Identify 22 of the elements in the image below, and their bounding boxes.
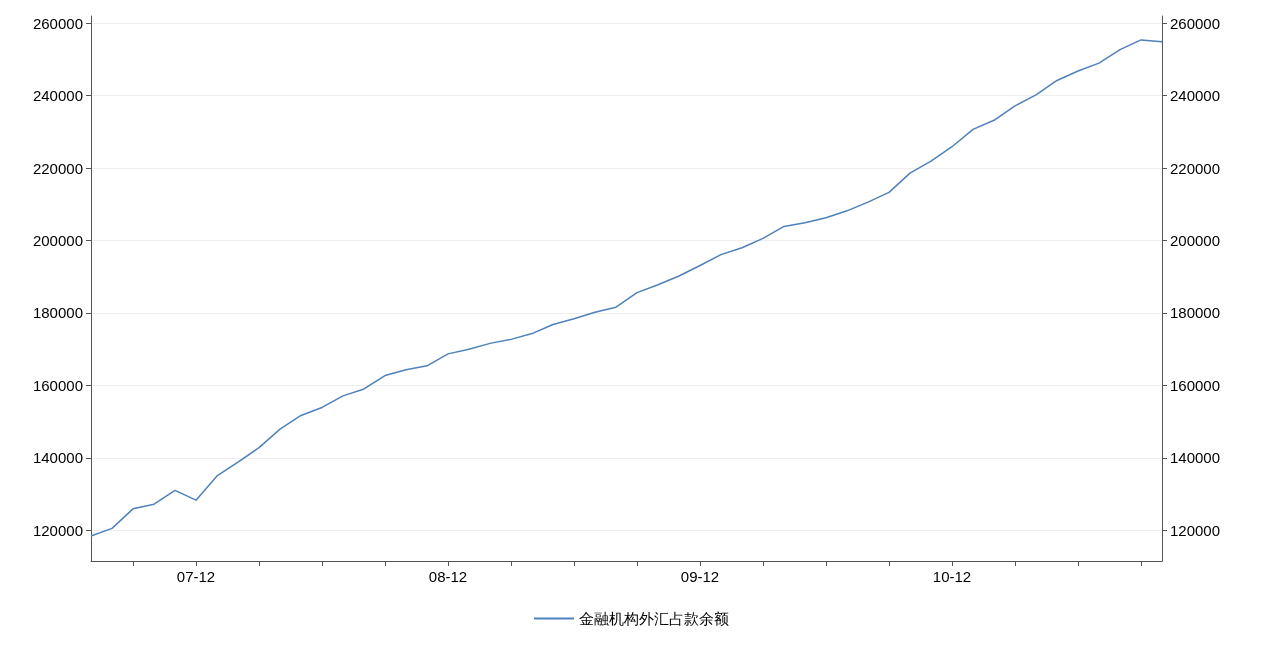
y-tick-label: 240000: [32, 87, 83, 105]
y2-tick-label: 240000: [1170, 87, 1221, 105]
y2-tick-label: 260000: [1170, 14, 1221, 32]
y-tick-label: 180000: [32, 304, 83, 322]
y-tick-label: 120000: [32, 521, 83, 539]
y2-tick-label: 200000: [1170, 232, 1221, 250]
y-tick-label: 140000: [32, 449, 83, 467]
y-tick-label: 200000: [32, 232, 83, 250]
x-tick-label: 09-12: [680, 568, 720, 585]
x-tick-label: 08-12: [428, 568, 468, 585]
x-tick-label: 10-12: [932, 568, 972, 585]
line-series: [90, 39, 1163, 537]
y-tick-label: 160000: [32, 376, 83, 394]
x-tick-label: 07-12: [176, 568, 216, 585]
y2-tick-label: 140000: [1170, 449, 1221, 467]
y2-tick-label: 160000: [1170, 376, 1221, 394]
y-tick-label: 260000: [32, 14, 83, 32]
y2-tick-label: 220000: [1170, 159, 1221, 177]
y2-tick-label: 180000: [1170, 304, 1221, 322]
legend-label: 金融机构外汇占款余额: [579, 610, 729, 627]
y2-tick-label: 120000: [1170, 521, 1221, 539]
y-tick-label: 220000: [32, 159, 83, 177]
